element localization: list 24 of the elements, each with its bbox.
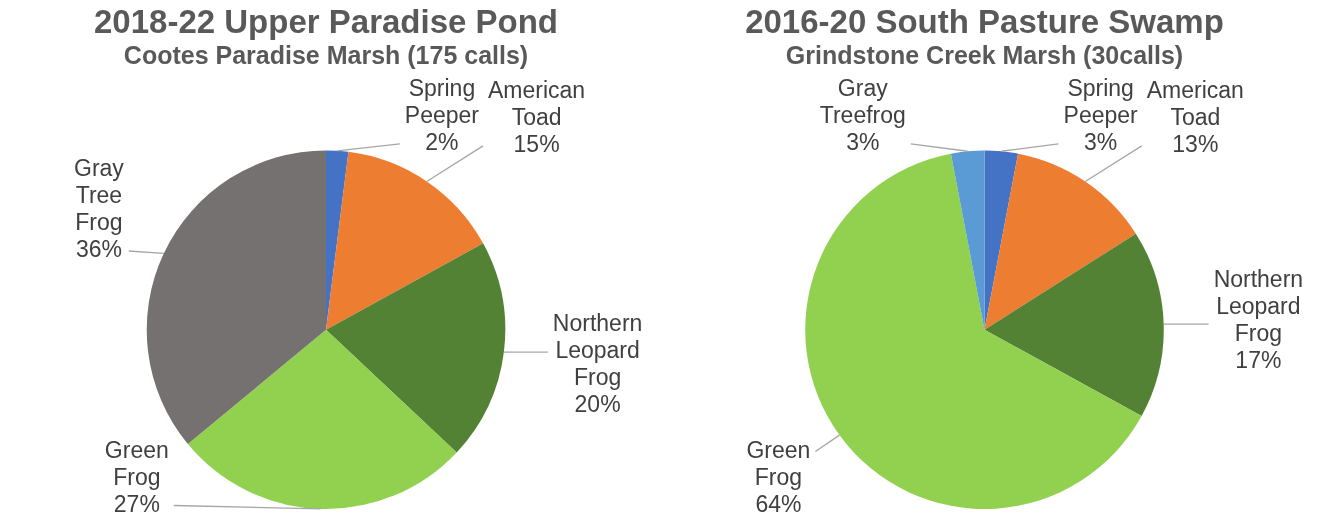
data-label: 27% xyxy=(113,490,160,517)
data-label: 15% xyxy=(513,131,560,158)
data-label: 64% xyxy=(755,490,802,517)
slice-label: Northern Leopard Frog xyxy=(552,310,643,391)
data-label: 36% xyxy=(75,236,122,263)
slice-label: Green Frog xyxy=(104,436,169,490)
data-label: 3% xyxy=(846,129,880,156)
chart-title: 2018-22 Upper Paradise Pond xyxy=(93,3,559,41)
slice-label: Spring Peeper xyxy=(404,75,480,129)
chart-subtitle: Cootes Paradise Marsh (175 calls) xyxy=(123,40,529,69)
slice-label: Gray Tree Frog xyxy=(74,155,125,236)
data-label: 17% xyxy=(1235,346,1282,373)
data-label: 2% xyxy=(425,129,459,156)
slice-label: Gray Treefrog xyxy=(819,75,906,129)
slice-label: Spring Peeper xyxy=(1063,75,1139,129)
data-label: 20% xyxy=(574,391,621,418)
slice-label: American Toad xyxy=(488,77,586,131)
slice-label: American Toad xyxy=(1146,77,1244,131)
chart-subtitle: Grindstone Creek Marsh (30calls) xyxy=(785,40,1184,69)
data-label: 3% xyxy=(1084,129,1118,156)
slice-label: Green Frog xyxy=(746,436,811,490)
slice-label: Northern Leopard Frog xyxy=(1213,265,1304,346)
chart-title: 2016-20 South Pasture Swamp xyxy=(745,3,1224,41)
data-label: 13% xyxy=(1172,131,1219,158)
